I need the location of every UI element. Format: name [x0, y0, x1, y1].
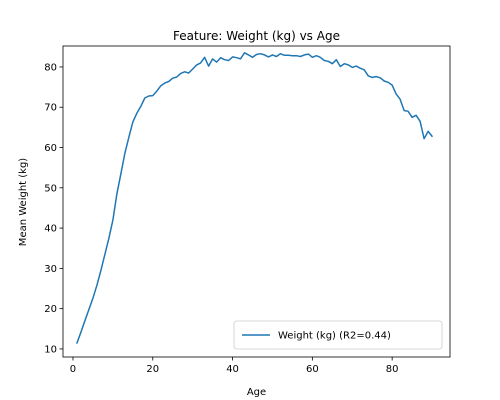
- x-tick-label: 60: [306, 364, 319, 375]
- y-tick-label: 30: [44, 264, 57, 275]
- plot-area: [62, 45, 451, 358]
- plot-frame: [62, 45, 451, 358]
- x-tick-label: 80: [386, 364, 399, 375]
- y-tick-label: 20: [44, 304, 57, 315]
- legend: Weight (kg) (R2=0.44): [233, 320, 443, 350]
- y-tick-label: 40: [44, 224, 57, 235]
- y-tick-label: 10: [44, 344, 57, 355]
- legend-box: [233, 320, 443, 350]
- y-tick-label: 50: [44, 183, 57, 194]
- x-tick-label: 20: [146, 364, 159, 375]
- axis-ticks: 0 20 40 60 80 10 20 30 40 50 60 70 80: [44, 62, 398, 375]
- legend-label: Weight (kg) (R2=0.44): [278, 331, 391, 342]
- y-tick-label: 80: [44, 62, 57, 73]
- x-tick-label: 40: [226, 364, 239, 375]
- series-line: [76, 52, 434, 344]
- x-axis-label: Age: [247, 387, 266, 398]
- y-tick-label: 70: [44, 103, 57, 114]
- x-tick-label: 0: [70, 364, 76, 375]
- y-axis-label: Mean Weight (kg): [18, 158, 29, 246]
- series-layer: [76, 52, 434, 344]
- chart-title: Feature: Weight (kg) vs Age: [173, 29, 340, 43]
- y-tick-label: 60: [44, 143, 57, 154]
